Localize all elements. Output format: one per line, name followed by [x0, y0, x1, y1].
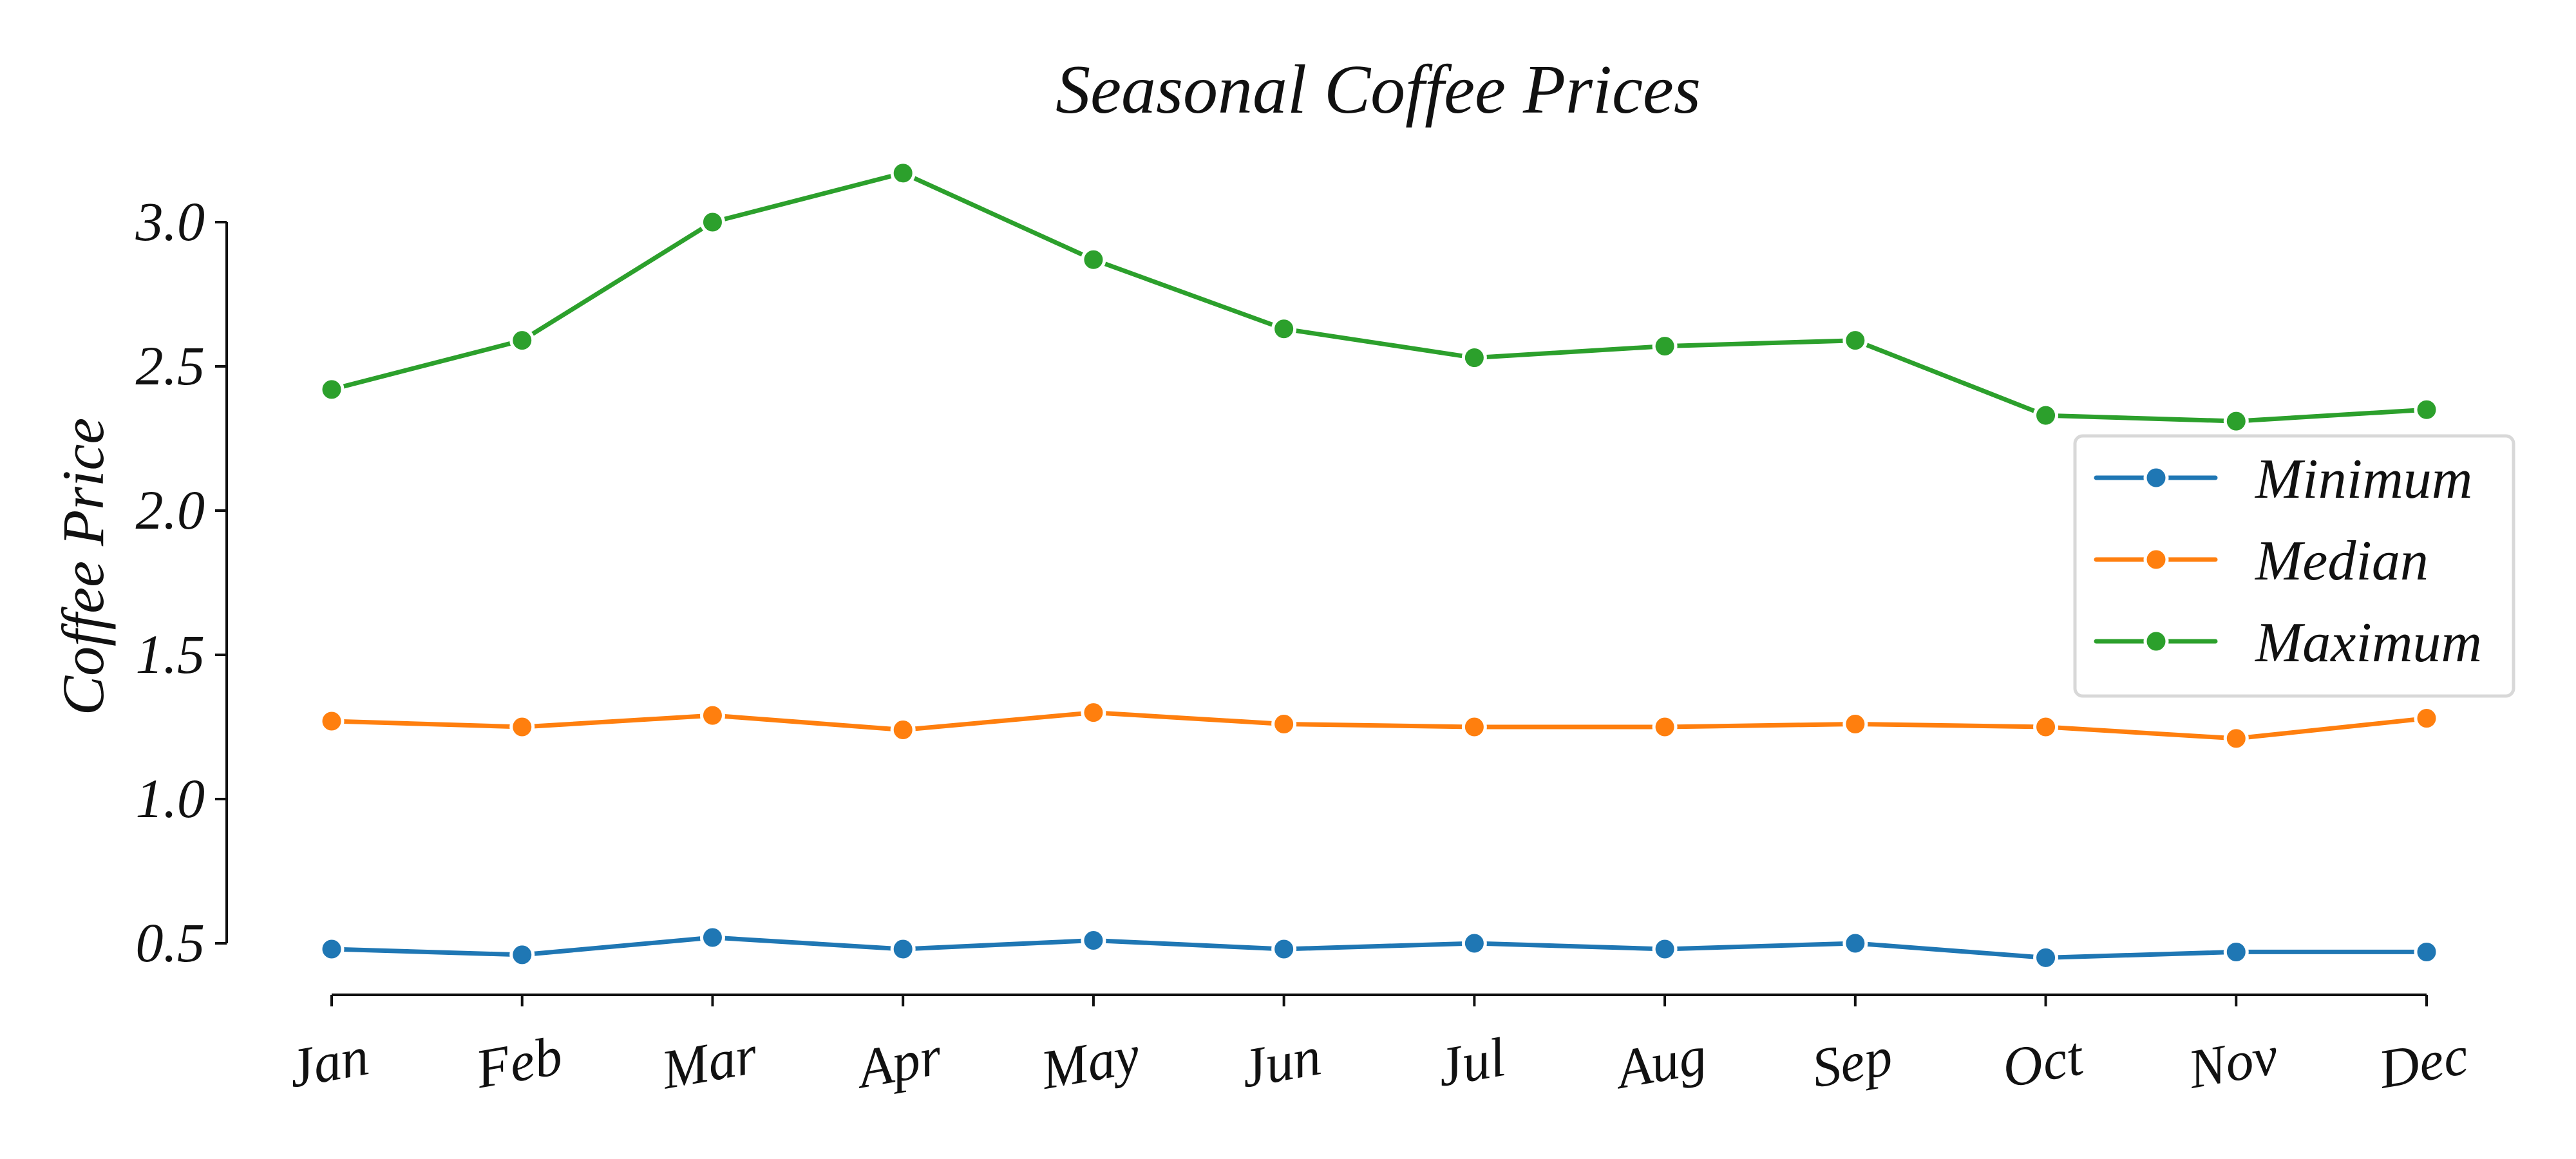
data-point [2414, 706, 2439, 731]
x-tick-label: Jan [283, 1024, 373, 1099]
data-point [1271, 711, 1297, 737]
data-point [319, 936, 345, 962]
legend-marker [2143, 465, 2169, 491]
data-point [1652, 334, 1678, 359]
data-point [699, 209, 725, 235]
data-point [1081, 247, 1106, 272]
legend-box [2073, 434, 2515, 698]
data-point [1081, 700, 1106, 726]
data-point [1271, 316, 1297, 342]
x-tick-label: Mar [656, 1023, 762, 1101]
x-tick-label: Apr [850, 1024, 946, 1100]
y-tick-label: 1.5 [136, 623, 205, 685]
series-minimum [319, 925, 2439, 970]
data-point [1842, 711, 1868, 737]
data-point [890, 717, 916, 742]
series-line [329, 710, 2429, 741]
data-point [2414, 397, 2439, 422]
legend-item: Median [2094, 530, 2429, 592]
data-point [1461, 714, 1487, 740]
x-tick-label: Sep [1807, 1024, 1897, 1099]
data-point [2223, 726, 2249, 751]
y-tick-label: 2.0 [136, 479, 205, 541]
x-tick-label: Aug [1609, 1024, 1711, 1100]
x-tick-label: Nov [2183, 1024, 2283, 1100]
legend-marker [2143, 628, 2169, 654]
data-point [1461, 345, 1487, 371]
legend-item: Minimum [2094, 448, 2472, 511]
data-point [2033, 714, 2059, 740]
data-point [2033, 402, 2059, 428]
series-median [319, 700, 2439, 751]
legend-item: Maximum [2094, 612, 2482, 674]
data-point [319, 708, 345, 734]
legend-label: Median [2254, 530, 2429, 592]
y-ticks: 0.5 1.0 1.5 2.0 2.5 3.0 [135, 191, 227, 974]
y-tick-label: 3.0 [135, 191, 205, 252]
x-ticks: Jan Feb Mar Apr May Jun Jul Aug Sep Oct Nov Dec [283, 995, 2472, 1101]
data-point [699, 702, 725, 728]
y-tick-label: 2.5 [136, 335, 205, 397]
data-point [1652, 936, 1678, 962]
series-maximum [319, 160, 2439, 434]
data-point [2414, 939, 2439, 965]
data-point [509, 328, 535, 353]
data-point [509, 942, 535, 968]
data-point [890, 936, 916, 962]
x-tick-label: Jun [1236, 1024, 1325, 1099]
data-point [509, 714, 535, 740]
x-tick-label: Dec [2373, 1024, 2472, 1100]
series-line [329, 935, 2429, 960]
x-tick-label: Oct [1998, 1024, 2088, 1099]
data-point [319, 377, 345, 402]
legend-label: Maximum [2254, 612, 2482, 674]
series-line [329, 171, 2429, 424]
legend-label: Minimum [2254, 448, 2472, 511]
y-axis-label: Coffee Price [50, 418, 116, 715]
chart-title: Seasonal Coffee Prices [1056, 52, 1701, 128]
legend: Minimum Median Maximum [2073, 434, 2515, 698]
x-tick-label: Feb [471, 1024, 567, 1100]
data-point [1842, 930, 1868, 956]
data-point [1461, 930, 1487, 956]
legend-marker [2143, 547, 2169, 572]
y-tick-label: 1.0 [136, 768, 205, 829]
data-point [890, 160, 916, 186]
data-point [699, 925, 725, 950]
x-tick-label: May [1035, 1023, 1144, 1102]
data-point [1081, 928, 1106, 954]
data-point [1842, 328, 1868, 353]
data-point [2223, 408, 2249, 434]
x-tick-label: Jul [1432, 1026, 1510, 1098]
data-point [2223, 939, 2249, 965]
data-point [2033, 945, 2059, 970]
data-point [1652, 714, 1678, 740]
data-point [1271, 936, 1297, 962]
y-tick-label: 0.5 [136, 912, 205, 974]
axes-group [225, 222, 2427, 996]
